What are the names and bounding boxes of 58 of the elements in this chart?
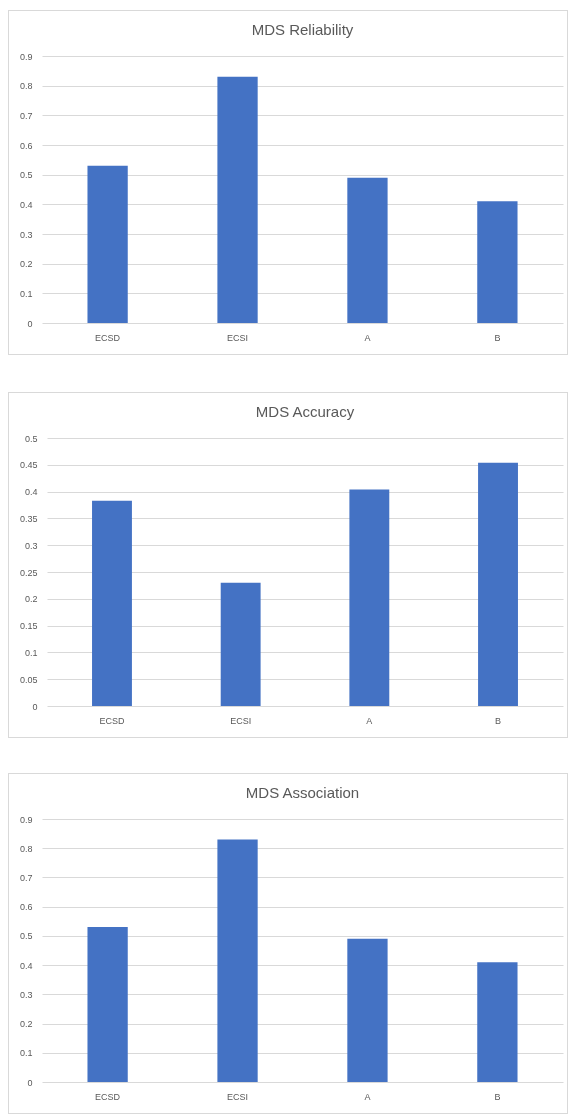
y-tick-label: 0.6 (19, 140, 33, 151)
bar (477, 201, 518, 323)
bar (220, 582, 261, 706)
chart-title: MDS Accuracy (255, 403, 355, 420)
y-tick-label: 0.25 (19, 567, 38, 578)
bar (478, 462, 518, 706)
chart-title: MDS Reliability (251, 21, 354, 38)
x-tick-label: A (364, 332, 371, 343)
bar (87, 927, 128, 1082)
y-tick-label: 0.4 (19, 960, 33, 971)
x-tick-label: B (495, 715, 502, 726)
y-tick-label: 0.1 (24, 647, 38, 658)
y-tick-label: 0.5 (19, 931, 33, 942)
x-tick-label: ECSD (95, 1091, 121, 1102)
x-tick-label: ECSD (99, 715, 125, 726)
x-tick-label: ECSI (227, 332, 249, 343)
y-tick-label: 0.3 (24, 540, 38, 551)
bar (477, 962, 518, 1082)
y-tick-label: 0.4 (19, 199, 33, 210)
y-tick-label: 0.2 (24, 594, 38, 605)
y-tick-label: 0.1 (19, 1048, 33, 1059)
y-tick-label: 0.15 (19, 621, 38, 632)
bar (347, 177, 388, 323)
y-tick-label: 0.8 (19, 81, 33, 92)
y-tick-label: 0.8 (19, 843, 33, 854)
y-tick-label: 0.5 (24, 433, 38, 444)
bar (217, 76, 258, 323)
y-tick-label: 0.45 (19, 460, 38, 471)
y-tick-label: 0.7 (19, 110, 33, 121)
y-tick-label: 0.2 (19, 259, 33, 270)
y-tick-label: 0 (27, 1077, 33, 1088)
bar (87, 165, 128, 323)
bar (217, 839, 258, 1082)
bar (347, 938, 388, 1082)
y-tick-label: 0.35 (19, 513, 38, 524)
y-tick-label: 0 (32, 701, 38, 712)
y-tick-label: 0.3 (19, 229, 33, 240)
bar (349, 489, 390, 706)
y-tick-label: 0.7 (19, 872, 33, 883)
bar (92, 500, 132, 706)
y-tick-label: 0.2 (19, 1019, 33, 1030)
x-tick-label: B (494, 1091, 501, 1102)
x-tick-label: A (366, 715, 373, 726)
y-tick-label: 0.05 (19, 674, 38, 685)
y-tick-label: 0.9 (19, 814, 33, 825)
y-tick-label: 0.6 (19, 902, 33, 913)
x-tick-label: ECSI (227, 1091, 249, 1102)
x-tick-label: B (494, 332, 501, 343)
y-tick-label: 0.1 (19, 288, 33, 299)
y-tick-label: 0 (27, 318, 33, 329)
x-tick-label: ECSD (95, 332, 121, 343)
chart-title: MDS Association (245, 784, 360, 801)
x-tick-label: A (364, 1091, 371, 1102)
x-tick-label: ECSI (230, 715, 252, 726)
y-tick-label: 0.5 (19, 170, 33, 181)
y-tick-label: 0.3 (19, 989, 33, 1000)
y-tick-label: 0.9 (19, 51, 33, 62)
y-tick-label: 0.4 (24, 487, 38, 498)
